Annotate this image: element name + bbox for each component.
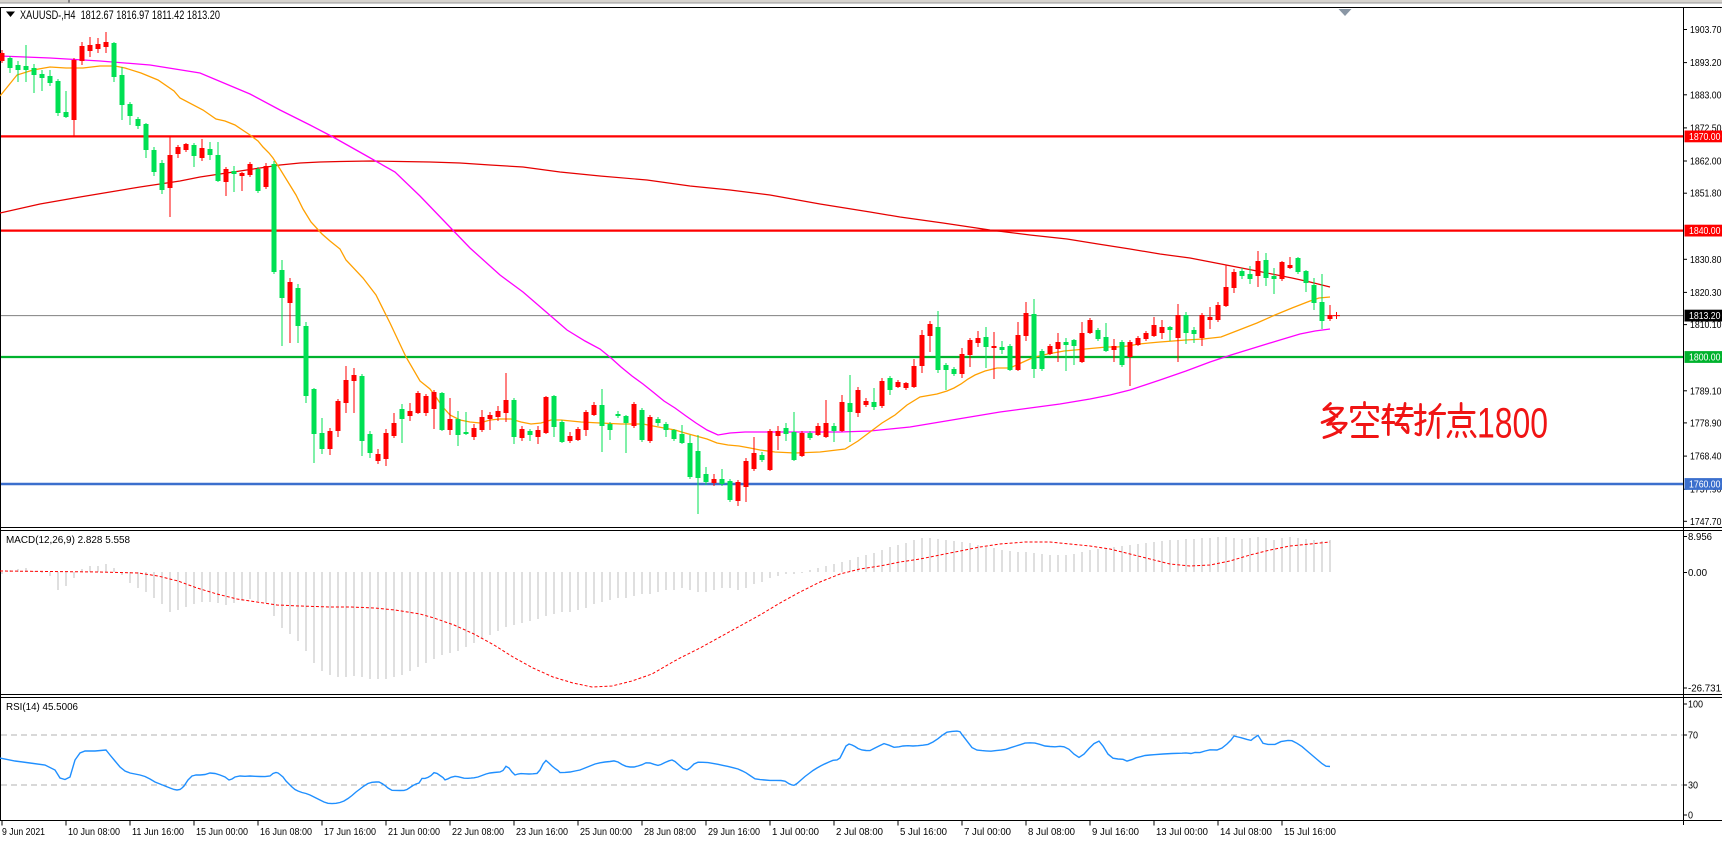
svg-text:14 Jul 08:00: 14 Jul 08:00 — [1220, 826, 1272, 838]
svg-text:1747.70: 1747.70 — [1690, 516, 1722, 528]
svg-text:16 Jun 08:00: 16 Jun 08:00 — [260, 826, 312, 838]
svg-text:21 Jun 00:00: 21 Jun 00:00 — [388, 826, 440, 838]
svg-text:RSI(14) 45.5006: RSI(14) 45.5006 — [6, 701, 78, 713]
svg-text:15 Jun 00:00: 15 Jun 00:00 — [196, 826, 248, 838]
svg-text:0: 0 — [1688, 810, 1693, 822]
svg-text:10 Jun 08:00: 10 Jun 08:00 — [68, 826, 120, 838]
svg-text:1903.70: 1903.70 — [1690, 24, 1722, 36]
svg-text:1800: 1800 — [1477, 400, 1548, 448]
svg-text:30: 30 — [1688, 780, 1698, 792]
svg-text:70: 70 — [1688, 730, 1698, 742]
svg-text:1883.00: 1883.00 — [1690, 89, 1722, 101]
svg-text:7 Jul 00:00: 7 Jul 00:00 — [964, 826, 1011, 838]
svg-text:15 Jul 16:00: 15 Jul 16:00 — [1284, 826, 1336, 838]
svg-text:1768.40: 1768.40 — [1690, 451, 1722, 463]
svg-text:29 Jun 16:00: 29 Jun 16:00 — [708, 826, 760, 838]
svg-text:1800.00: 1800.00 — [1689, 352, 1721, 364]
svg-text:1851.80: 1851.80 — [1690, 188, 1722, 200]
svg-text:8.956: 8.956 — [1688, 531, 1712, 543]
svg-text:9 Jun 2021: 9 Jun 2021 — [2, 826, 45, 838]
svg-text:-26.731: -26.731 — [1688, 683, 1721, 695]
svg-text:1893.20: 1893.20 — [1690, 57, 1722, 69]
svg-text:1862.00: 1862.00 — [1690, 156, 1722, 168]
svg-text:XAUUSD-,H4 1812.67 1816.97 18: XAUUSD-,H4 1812.67 1816.97 1811.42 1813.… — [20, 10, 220, 22]
svg-text:1830.80: 1830.80 — [1690, 254, 1722, 266]
svg-text:13 Jul 00:00: 13 Jul 00:00 — [1156, 826, 1208, 838]
svg-text:100: 100 — [1688, 699, 1703, 711]
svg-text:1870.00: 1870.00 — [1689, 131, 1721, 143]
svg-text:1813.20: 1813.20 — [1689, 310, 1721, 322]
svg-text:1789.10: 1789.10 — [1690, 385, 1722, 397]
svg-text:9 Jul 16:00: 9 Jul 16:00 — [1092, 826, 1139, 838]
svg-text:8 Jul 08:00: 8 Jul 08:00 — [1028, 826, 1075, 838]
svg-text:11 Jun 16:00: 11 Jun 16:00 — [132, 826, 184, 838]
svg-text:25 Jun 00:00: 25 Jun 00:00 — [580, 826, 632, 838]
svg-text:1760.00: 1760.00 — [1689, 479, 1721, 491]
svg-text:28 Jun 08:00: 28 Jun 08:00 — [644, 826, 696, 838]
svg-text:1778.90: 1778.90 — [1690, 417, 1722, 429]
svg-text:1840.00: 1840.00 — [1689, 225, 1721, 237]
svg-text:0.00: 0.00 — [1688, 567, 1707, 579]
svg-text:1 Jul 00:00: 1 Jul 00:00 — [772, 826, 819, 838]
svg-text:5 Jul 16:00: 5 Jul 16:00 — [900, 826, 947, 838]
svg-text:22 Jun 08:00: 22 Jun 08:00 — [452, 826, 504, 838]
svg-text:2 Jul 08:00: 2 Jul 08:00 — [836, 826, 883, 838]
svg-text:17 Jun 16:00: 17 Jun 16:00 — [324, 826, 376, 838]
svg-text:MACD(12,26,9) 2.828 5.558: MACD(12,26,9) 2.828 5.558 — [6, 534, 130, 546]
svg-text:23 Jun 16:00: 23 Jun 16:00 — [516, 826, 568, 838]
svg-text:1820.30: 1820.30 — [1690, 287, 1722, 299]
